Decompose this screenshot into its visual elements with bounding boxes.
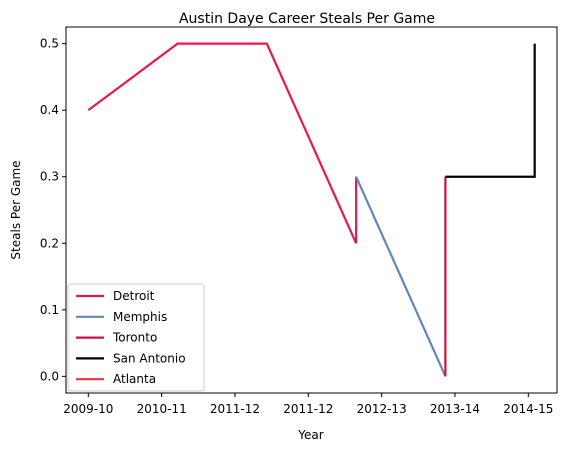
x-axis-label: Year <box>297 428 323 442</box>
y-tick-label: 0.1 <box>40 303 59 317</box>
x-tick-label: 2014-15 <box>503 402 553 416</box>
y-tick-label: 0.4 <box>40 103 59 117</box>
chart-title: Austin Daye Career Steals Per Game <box>179 11 435 27</box>
y-axis: 0.0 0.1 0.2 0.3 0.4 0.5 <box>40 37 66 383</box>
series-line-memphis <box>355 176 447 377</box>
y-axis-label: Steals Per Game <box>9 160 23 259</box>
series-line-san-antonio <box>445 43 536 178</box>
x-axis: 2009-10 2010-11 2011-12 2011-12 2012-13 2013-… <box>63 393 553 416</box>
legend-label: Detroit <box>113 289 155 303</box>
legend-label: Memphis <box>113 310 167 324</box>
x-tick-label: 2012-13 <box>357 402 407 416</box>
legend-label: Atlanta <box>113 372 156 386</box>
plot-frame <box>65 26 558 394</box>
x-tick-label: 2011-12 <box>210 402 260 416</box>
legend: Detroit Memphis Toronto San Antonio Atlanta <box>67 283 205 392</box>
y-tick-label: 0.0 <box>40 369 59 383</box>
legend-label: San Antonio <box>113 351 186 365</box>
y-tick-label: 0.2 <box>40 236 59 250</box>
y-tick-label: 0.5 <box>40 37 59 51</box>
series-line-detroit <box>87 42 358 244</box>
x-tick-label: 2013-14 <box>430 402 480 416</box>
x-tick-label: 2011-12 <box>283 402 333 416</box>
plot-area <box>87 42 536 377</box>
legend-box <box>67 283 205 392</box>
x-tick-label: 2009-10 <box>63 402 113 416</box>
x-tick-label: 2010-11 <box>137 402 187 416</box>
y-tick-label: 0.3 <box>40 170 59 184</box>
legend-label: Toronto <box>112 331 157 345</box>
